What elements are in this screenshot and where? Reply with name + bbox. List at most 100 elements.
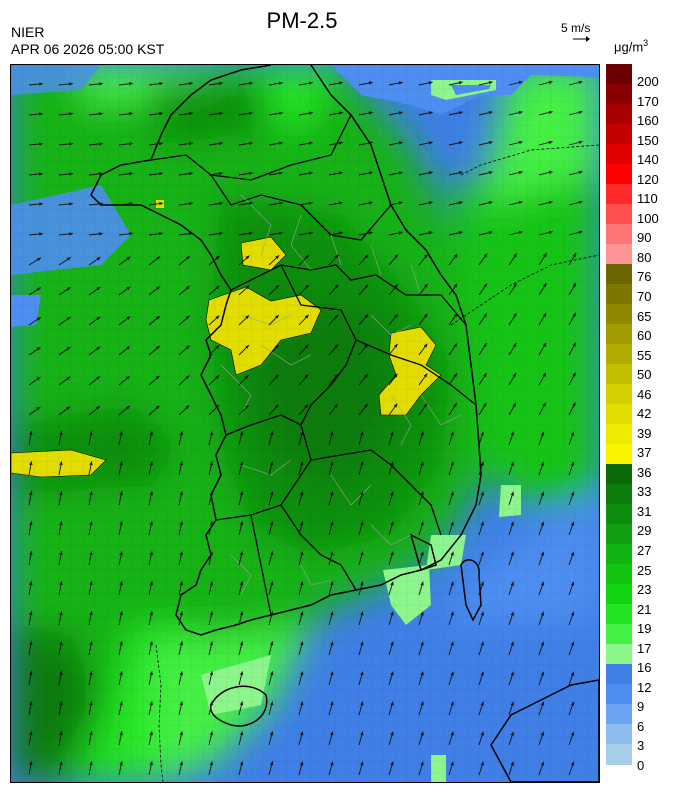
wind-arrowhead	[29, 641, 33, 646]
wind-arrowhead	[185, 286, 190, 290]
wind-arrowhead	[159, 231, 163, 236]
wind-arrowhead	[96, 286, 101, 291]
wind-arrowhead	[149, 431, 153, 436]
wind-arrowhead	[39, 142, 43, 146]
wind-arrowhead	[390, 551, 394, 556]
wind-arrowhead	[126, 286, 131, 291]
wind-arrowhead	[510, 671, 514, 676]
wind-arrowhead	[360, 731, 364, 736]
wind-arrowhead	[518, 80, 523, 85]
wind-arrowhead	[360, 461, 364, 466]
wind-arrowhead	[570, 701, 575, 706]
wind-arrowhead	[119, 431, 123, 436]
colorbar-swatch	[606, 644, 632, 665]
wind-arrowhead	[89, 461, 93, 466]
wind-arrowhead	[279, 201, 283, 205]
wind-arrowhead	[420, 521, 424, 526]
wind-arrowhead	[428, 201, 433, 205]
wind-arrowhead	[155, 316, 160, 320]
wind-arrowhead	[543, 253, 547, 258]
wind-arrowhead	[518, 200, 523, 205]
wind-arrowhead	[480, 671, 484, 676]
colorbar-swatch	[606, 404, 632, 425]
colorbar-label: 200	[637, 74, 659, 89]
wind-arrowhead	[249, 231, 253, 236]
wind-arrowhead	[423, 343, 428, 348]
colorbar-swatch	[606, 604, 632, 625]
wind-arrowhead	[29, 611, 33, 616]
wind-arrowhead	[548, 170, 553, 175]
wind-arrowhead	[428, 171, 433, 175]
wind-arrowhead	[215, 255, 220, 260]
wind-arrowhead	[209, 491, 214, 496]
wind-arrowhead	[570, 431, 575, 436]
pm25-map[interactable]	[10, 64, 600, 783]
colorbar-swatch	[606, 284, 632, 305]
wind-arrowhead	[274, 374, 279, 379]
unit-label: μg/m3	[614, 38, 648, 54]
wind-arrowhead	[149, 461, 153, 466]
wind-arrowhead	[330, 701, 334, 706]
wind-arrowhead	[334, 374, 338, 379]
wind-arrowhead	[360, 641, 364, 646]
wind-arrowhead	[156, 286, 160, 290]
wind-arrowhead	[209, 611, 214, 616]
colorbar-swatch	[606, 664, 632, 685]
wind-arrowhead	[510, 521, 514, 526]
wind-scale-arrow-icon	[573, 36, 590, 42]
wind-arrowhead	[89, 671, 93, 676]
colorbar-label: 23	[637, 582, 652, 598]
wind-arrowhead	[453, 253, 458, 258]
wind-arrowhead	[209, 761, 214, 766]
wind-arrowhead	[215, 315, 220, 320]
colorbar-label: 21	[637, 601, 652, 617]
wind-arrowhead	[572, 402, 576, 407]
wind-arrowhead	[149, 581, 153, 586]
wind-arrowhead	[304, 404, 309, 409]
colorbar-label: 150	[637, 132, 659, 148]
wind-arrowhead	[308, 201, 313, 205]
wind-arrowhead	[480, 731, 484, 736]
wind-arrowhead	[570, 491, 575, 496]
coastline-outline	[90, 65, 599, 782]
county-boundaries	[220, 194, 462, 596]
wind-arrowhead	[398, 171, 403, 175]
wind-arrowhead	[119, 701, 123, 706]
wind-arrowhead	[129, 82, 133, 86]
colorbar-swatch	[606, 244, 632, 265]
colorbar-label: 6	[637, 718, 645, 734]
wind-arrowhead	[513, 253, 517, 258]
colorbar-swatch	[606, 384, 632, 405]
wind-arrowhead	[249, 141, 253, 146]
wind-arrowhead	[458, 111, 463, 115]
wind-arrowhead	[300, 761, 304, 766]
wind-arrowhead	[394, 314, 398, 318]
colorbar-label: 100	[637, 210, 659, 226]
wind-arrowhead	[330, 461, 334, 466]
wind-arrowhead	[548, 230, 553, 235]
colorbar-label: 60	[637, 328, 652, 344]
wind-arrowhead	[59, 521, 63, 526]
wind-arrowhead	[96, 406, 100, 410]
wind-arrowhead	[390, 761, 394, 766]
wind-arrowhead	[300, 611, 304, 616]
wind-arrowhead	[239, 671, 244, 676]
wind-arrowhead	[518, 110, 523, 115]
colorbar-swatch	[606, 344, 632, 365]
wind-arrowhead	[424, 254, 428, 258]
wind-arrowhead	[570, 641, 575, 646]
wind-arrowhead	[540, 641, 544, 646]
wind-arrowhead	[540, 701, 544, 706]
wind-arrowhead	[420, 431, 424, 436]
colorbar-label: 70	[637, 288, 652, 304]
colorbar-label: 25	[637, 562, 652, 578]
wind-arrowhead	[423, 313, 428, 318]
colorbar-swatch	[606, 144, 632, 165]
wind-arrowhead	[155, 405, 160, 410]
wind-arrowhead	[428, 231, 433, 235]
colorbar-swatch	[606, 444, 632, 465]
wind-arrowhead	[570, 581, 575, 586]
wind-arrowhead	[66, 406, 71, 411]
wind-arrowhead	[96, 316, 101, 321]
wind-arrowhead	[393, 373, 398, 378]
